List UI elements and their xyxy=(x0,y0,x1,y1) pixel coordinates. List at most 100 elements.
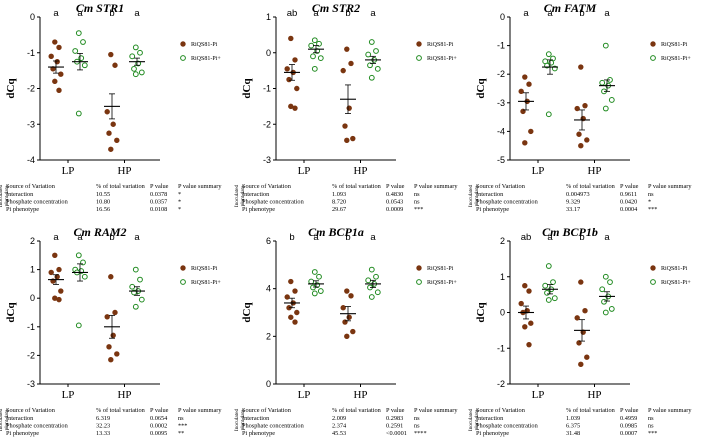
table-header-pct: % of total variation xyxy=(332,407,382,414)
table-cell-p: 0.0108 xyxy=(150,206,167,213)
table-cell-p: 0.0985 xyxy=(620,423,637,430)
significance-letter: b xyxy=(289,232,294,243)
data-point xyxy=(365,277,372,284)
table-cell-p: 0.0009 xyxy=(386,206,403,213)
table-cell-p: 0.4830 xyxy=(386,191,403,198)
data-point xyxy=(348,60,354,67)
data-point xyxy=(545,111,552,118)
data-point xyxy=(374,65,381,72)
significance-letter: a xyxy=(604,232,610,243)
data-point xyxy=(310,53,316,60)
table-cell-source: Phosphate concentration xyxy=(476,199,539,206)
legend-marker-high-pi xyxy=(650,279,656,285)
y-tick-label: -3 xyxy=(263,155,271,165)
table-side-label-line: Inoculated xyxy=(468,184,474,207)
data-point xyxy=(311,65,318,72)
data-point xyxy=(294,309,300,316)
y-tick-label: 2 xyxy=(500,236,505,246)
table-cell-p: 0.0420 xyxy=(620,199,637,206)
data-point xyxy=(72,48,79,54)
data-point xyxy=(81,62,88,69)
legend-label-low-pi: RiQS81-Pi xyxy=(427,266,454,272)
table-cell-summary: * xyxy=(178,191,181,198)
chart-title: Cm RAM2 xyxy=(73,225,126,239)
data-point xyxy=(132,303,139,310)
significance-letter: b xyxy=(109,232,114,243)
data-point xyxy=(292,57,298,63)
table-cell-pct: 9.329 xyxy=(566,199,580,206)
data-point xyxy=(58,71,64,77)
data-point xyxy=(106,344,112,350)
table-cell-summary: ns xyxy=(414,191,420,198)
data-point xyxy=(132,266,139,273)
table-side-label-line: plant data xyxy=(240,409,246,430)
table-cell-pct: 32.23 xyxy=(96,423,110,430)
data-point xyxy=(292,288,298,294)
y-axis-label: dCq xyxy=(475,78,487,99)
data-point xyxy=(340,67,346,74)
data-point xyxy=(56,296,62,303)
data-point xyxy=(518,300,524,307)
x-category-label: LP xyxy=(532,389,545,401)
data-point xyxy=(108,274,114,280)
data-point xyxy=(348,293,354,299)
data-point xyxy=(48,53,54,60)
legend-marker-low-pi xyxy=(416,41,422,47)
table-header-source: Source of Variation xyxy=(476,407,526,414)
data-point xyxy=(138,296,145,303)
table-header-source: Source of Variation xyxy=(242,183,292,190)
data-point xyxy=(344,137,350,144)
y-tick-label: -3 xyxy=(27,119,35,129)
data-point xyxy=(75,30,82,36)
chart-panel: Cm BCP1a 0 2 4 6 dCq LP HP b a b a RiQS81-Pi RiQS81-P… xyxy=(234,225,458,437)
data-point xyxy=(137,49,143,56)
table-cell-summary: ns xyxy=(414,415,420,422)
legend-label-low-pi: RiQS81-Pi xyxy=(427,42,454,48)
data-point xyxy=(138,69,145,76)
legend-marker-low-pi xyxy=(650,265,656,271)
significance-letter: b xyxy=(579,232,584,243)
data-point xyxy=(526,81,532,87)
table-cell-source: Pi phenotype xyxy=(6,430,39,437)
table-cell-pct: 1.039 xyxy=(566,415,580,422)
data-point xyxy=(110,332,116,339)
data-point xyxy=(545,51,552,58)
legend-label-high-pi: RiQS81-Pi+ xyxy=(191,56,221,62)
significance-letter: b xyxy=(109,8,114,19)
data-point xyxy=(350,135,356,142)
table-side-label: Inoculatedplant data xyxy=(468,184,480,207)
y-tick-label: -5 xyxy=(497,155,505,165)
data-point xyxy=(373,48,379,54)
significance-letter: b xyxy=(345,232,350,243)
table-side-label: Inoculatedplant data xyxy=(234,184,246,207)
table-header-p: P value xyxy=(150,183,169,190)
data-point xyxy=(346,314,352,320)
data-point xyxy=(311,37,318,44)
table-side-label-line: Inoculated xyxy=(468,408,474,431)
y-tick-label: 0 xyxy=(30,293,35,303)
data-point xyxy=(599,286,606,293)
table-header-summary: P value summary xyxy=(178,183,222,190)
data-point xyxy=(551,295,558,302)
data-point xyxy=(288,35,294,42)
legend-marker-high-pi xyxy=(416,279,422,285)
data-point xyxy=(110,121,116,127)
legend-label-high-pi: RiQS81-Pi+ xyxy=(191,280,221,286)
data-point xyxy=(576,131,582,137)
data-point xyxy=(317,288,324,294)
data-point xyxy=(545,297,552,303)
legend-label-high-pi: RiQS81-Pi+ xyxy=(427,56,457,62)
data-point xyxy=(108,146,114,152)
y-tick-label: 1 xyxy=(266,12,271,22)
legend-label-high-pi: RiQS81-Pi+ xyxy=(427,280,457,286)
table-cell-summary: ns xyxy=(414,423,420,430)
table-cell-pct: 33.17 xyxy=(566,206,580,213)
x-category-label: HP xyxy=(353,165,367,177)
x-category-label: HP xyxy=(587,389,601,401)
x-category-label: LP xyxy=(532,165,545,177)
data-point xyxy=(522,324,528,330)
data-point xyxy=(528,128,534,135)
table-cell-summary: ns xyxy=(414,199,420,206)
table-side-label-line: Inoculated xyxy=(234,184,240,207)
